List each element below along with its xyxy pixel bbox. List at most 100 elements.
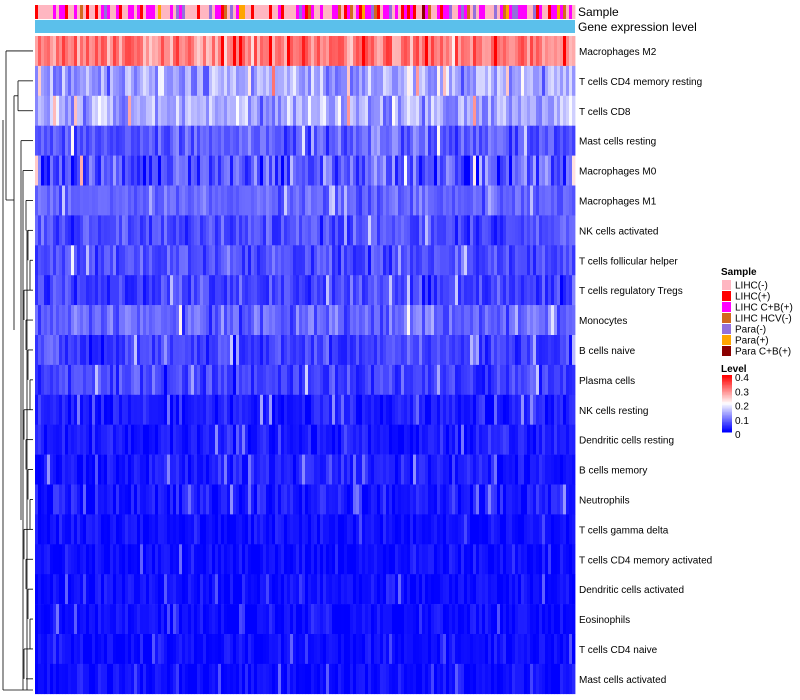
heatmap-cell xyxy=(413,364,417,396)
heatmap-cell xyxy=(479,424,483,455)
heatmap-cell xyxy=(203,155,207,186)
heatmap-cell xyxy=(392,514,396,545)
heatmap-cell xyxy=(182,335,186,366)
heatmap-cell xyxy=(260,574,264,605)
heatmap-cell xyxy=(239,275,243,306)
heatmap-cell xyxy=(509,155,513,186)
heatmap-cell xyxy=(143,454,147,485)
heatmap-cell xyxy=(71,305,75,336)
heatmap-cell xyxy=(149,454,153,485)
heatmap-cell xyxy=(530,544,534,575)
heatmap-cell xyxy=(299,185,303,216)
heatmap-cell xyxy=(404,634,408,665)
heatmap-cell xyxy=(398,634,402,665)
heatmap-cell xyxy=(344,663,348,695)
heatmap-cell xyxy=(263,424,267,455)
heatmap-cell xyxy=(167,305,171,336)
heatmap-cell xyxy=(236,663,240,695)
heatmap-cell xyxy=(479,574,483,605)
sample-track-cell xyxy=(224,5,228,19)
heatmap-cell xyxy=(275,663,279,695)
heatmap-cell xyxy=(56,245,60,276)
heatmap-cell xyxy=(200,544,204,575)
level-legend-gradient-step xyxy=(722,389,732,392)
heatmap-cell xyxy=(560,245,564,276)
heatmap-cell xyxy=(41,544,45,575)
heatmap-cell xyxy=(311,364,315,396)
heatmap-cell xyxy=(95,36,99,67)
heatmap-cell xyxy=(491,514,495,545)
heatmap-cell xyxy=(86,335,90,366)
heatmap-cell xyxy=(323,514,327,545)
heatmap-cell xyxy=(566,125,570,156)
heatmap-cell xyxy=(254,394,258,425)
heatmap-cell xyxy=(272,663,276,695)
heatmap-cell xyxy=(86,155,90,186)
heatmap-cell xyxy=(296,514,300,545)
heatmap-cell xyxy=(212,514,216,545)
heatmap-cell xyxy=(146,514,150,545)
heatmap-cell xyxy=(116,185,120,216)
heatmap-cell xyxy=(362,335,366,366)
heatmap-cell xyxy=(551,544,555,575)
heatmap-cell xyxy=(398,484,402,515)
heatmap-cell xyxy=(191,514,195,545)
heatmap-cell xyxy=(152,663,156,695)
heatmap-cell xyxy=(74,36,78,67)
heatmap-cell xyxy=(491,36,495,67)
heatmap-cell xyxy=(53,305,57,336)
heatmap-cell xyxy=(431,185,435,216)
heatmap-cell xyxy=(38,514,42,545)
heatmap-cell xyxy=(290,95,294,126)
heatmap-cell xyxy=(344,634,348,665)
heatmap-cell xyxy=(347,394,351,425)
heatmap-cell xyxy=(59,604,63,635)
heatmap-cell xyxy=(89,634,93,665)
heatmap-cell xyxy=(74,185,78,216)
heatmap-cell xyxy=(395,364,399,396)
sample-track-cell xyxy=(236,5,240,19)
heatmap-cell xyxy=(353,514,357,545)
heatmap-cell xyxy=(230,125,234,156)
heatmap-cell xyxy=(146,544,150,575)
heatmap-cell xyxy=(299,245,303,276)
heatmap-cell xyxy=(317,95,321,126)
heatmap-cell xyxy=(542,484,546,515)
heatmap-cell xyxy=(131,185,135,216)
heatmap-cell xyxy=(560,634,564,665)
heatmap-cell xyxy=(149,36,153,67)
heatmap-cell xyxy=(281,634,285,665)
heatmap-cell xyxy=(347,424,351,455)
heatmap-cell xyxy=(350,634,354,665)
heatmap-cell xyxy=(182,514,186,545)
heatmap-cell xyxy=(536,305,540,336)
heatmap-cell xyxy=(320,65,324,97)
sample-track-cell xyxy=(92,5,96,19)
heatmap-cell xyxy=(485,364,489,396)
heatmap-cell xyxy=(110,275,114,306)
heatmap-row xyxy=(35,155,576,186)
heatmap-cell xyxy=(425,185,429,216)
heatmap-cell xyxy=(194,484,198,515)
heatmap-cell xyxy=(188,125,192,156)
heatmap-cell xyxy=(359,574,363,605)
row-labels: Macrophages M2T cells CD4 memory resting… xyxy=(579,47,712,686)
heatmap-cell xyxy=(455,275,459,306)
heatmap-cell xyxy=(527,65,531,97)
heatmap-cell xyxy=(242,364,246,396)
heatmap-cell xyxy=(491,335,495,366)
heatmap-cell xyxy=(35,544,39,575)
heatmap-cell xyxy=(479,155,483,186)
heatmap-cell xyxy=(341,215,345,246)
heatmap-cell xyxy=(53,125,57,156)
heatmap-cell xyxy=(110,634,114,665)
heatmap-cell xyxy=(257,155,261,186)
heatmap-cell xyxy=(527,36,531,67)
heatmap-cell xyxy=(50,364,54,396)
heatmap-cell xyxy=(77,36,81,67)
heatmap-cell xyxy=(467,65,471,97)
heatmap-cell xyxy=(260,155,264,186)
sample-track-cell xyxy=(248,5,252,19)
heatmap-cell xyxy=(569,424,573,455)
heatmap-cell xyxy=(50,604,54,635)
